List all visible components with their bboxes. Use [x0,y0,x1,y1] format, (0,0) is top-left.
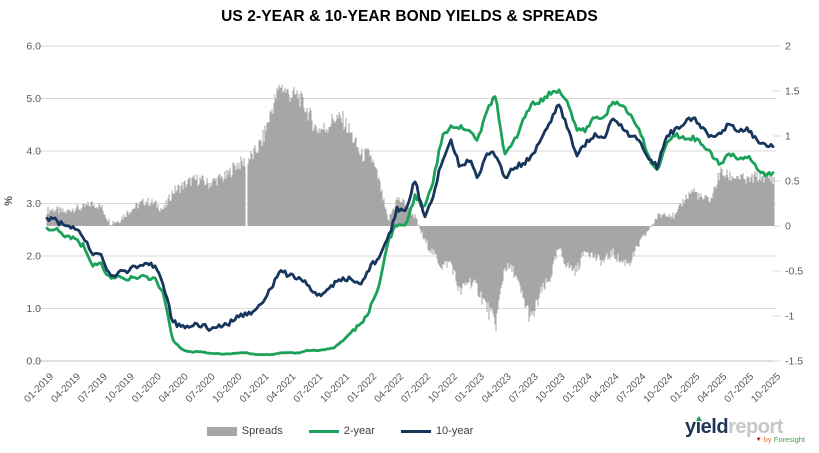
legend-item-spreads: Spreads [206,425,283,437]
axis-tick-labels: 6.0 5.0 4.0 3.0 2.0 1.0 0.0 2 1.5 1 0.5 0 -0.5 -1 -1.5 [26,41,803,368]
svg-text:0: 0 [785,221,791,233]
y-axis-unit-label: % [2,196,15,206]
legend-item-2-year: 2-year [308,425,375,437]
svg-text:6.0: 6.0 [26,41,41,53]
svg-text:-0.5: -0.5 [785,266,803,278]
svg-text:-1.5: -1.5 [785,356,803,368]
spreads-swatch-icon [206,426,237,436]
chart-title: US 2-YEAR & 10-YEAR BOND YIELDS & SPREAD… [221,8,598,25]
svg-text:2.0: 2.0 [26,251,41,263]
bond-yield-spread-chart: 6.0 5.0 4.0 3.0 2.0 1.0 0.0 2 1.5 1 0.5 0 -0.5 -1 -1.5… [22,41,803,406]
gridlines [37,45,781,362]
ten-year-line [45,103,775,332]
legend-item-10-year: 10-year [400,425,474,437]
svg-text:-1: -1 [785,311,794,323]
chart-legend: Spreads 2-year 10-year [0,425,680,437]
logo-yield-text: yield [685,416,729,438]
svg-text:2: 2 [785,41,791,53]
logo-down-triangle-icon: ▼ [755,437,762,443]
legend-label-10-year: 10-year [435,425,474,437]
svg-text:3.0: 3.0 [26,198,41,210]
svg-text:10-2025: 10-2025 [749,371,783,405]
byline-name: Foresight [773,435,805,444]
x-axis-labels: 01-201904-201907-201910-201901-202004-20… [22,371,783,405]
logo-byline: ▼ by Foresight [685,436,805,444]
logo-report-text: report [728,416,783,438]
svg-text:1: 1 [785,131,791,143]
legend-label-spreads: Spreads [241,425,283,437]
logo-up-caret-icon [696,416,702,421]
svg-text:5.0: 5.0 [26,93,41,105]
svg-text:1.0: 1.0 [26,303,41,315]
svg-text:0.5: 0.5 [785,176,800,188]
svg-text:1.5: 1.5 [785,86,800,98]
legend-label-2-year: 2-year [343,425,375,437]
yieldreport-logo: yieldreport ▼ by Foresight [685,416,805,444]
svg-text:4.0: 4.0 [26,146,41,158]
logo-wordmark: yieldreport [685,416,805,438]
svg-text:0.0: 0.0 [26,356,41,368]
byline-prefix: by [763,435,772,444]
ten-year-swatch-icon [400,429,431,433]
two-year-swatch-icon [308,429,339,433]
